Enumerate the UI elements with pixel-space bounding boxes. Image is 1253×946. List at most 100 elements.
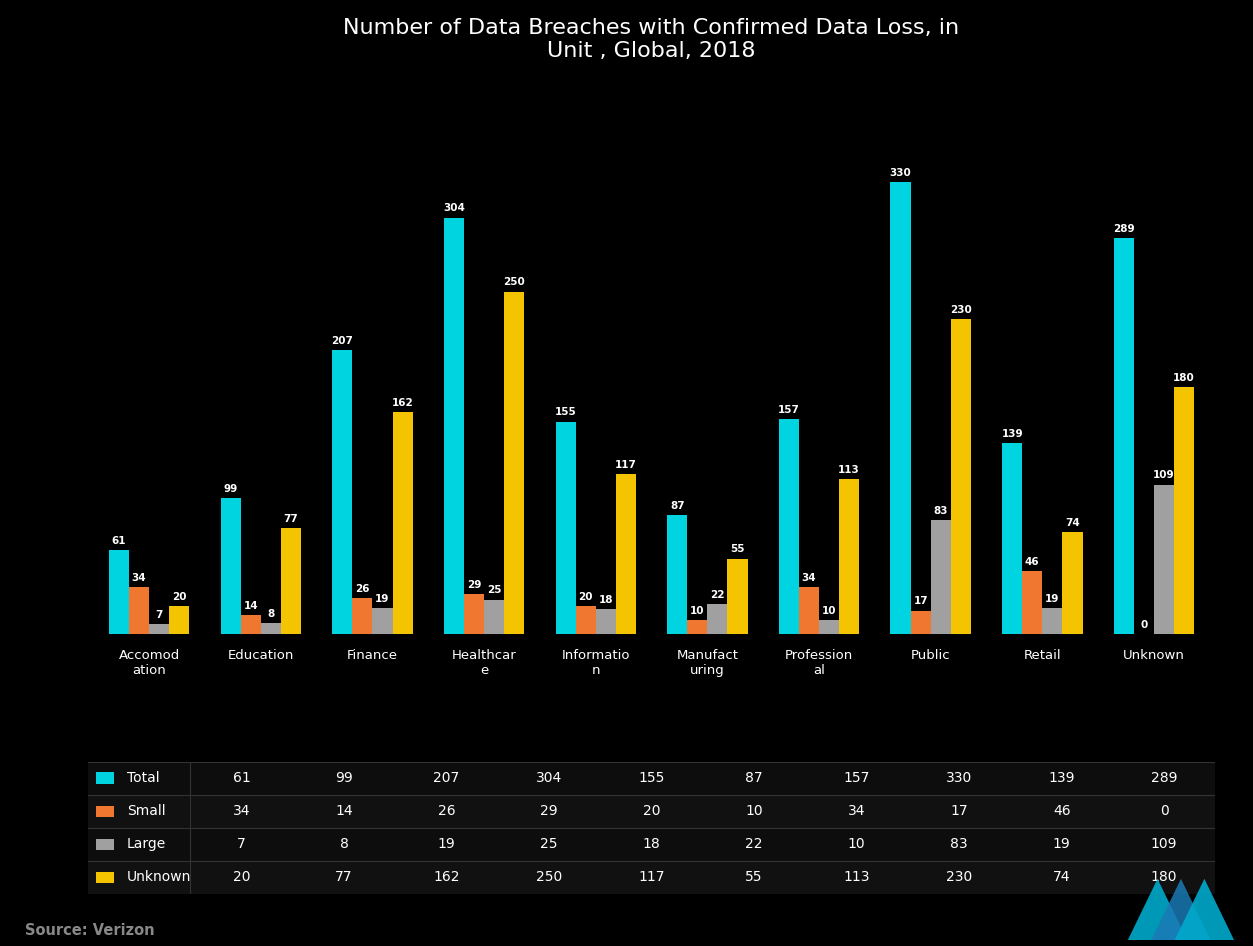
Bar	[1154, 484, 1174, 634]
Text: 34: 34	[132, 573, 147, 583]
Bar	[129, 587, 149, 634]
Bar	[504, 291, 524, 634]
Text: Unknown: Unknown	[1123, 649, 1185, 662]
Bar	[595, 609, 615, 634]
Text: 304: 304	[536, 771, 563, 785]
Bar	[779, 419, 799, 634]
Text: Informatio
n: Informatio n	[561, 649, 630, 677]
Text: 109: 109	[1152, 837, 1178, 851]
Bar	[261, 622, 281, 634]
Text: 7: 7	[237, 837, 246, 851]
Text: 34: 34	[802, 573, 816, 583]
Text: 29: 29	[467, 580, 481, 590]
Text: 162: 162	[392, 398, 413, 408]
Bar	[169, 606, 189, 634]
Bar	[840, 479, 860, 634]
Text: 19: 19	[437, 837, 455, 851]
Bar	[372, 608, 392, 634]
Text: Retail: Retail	[1024, 649, 1061, 662]
Text: Profession
al: Profession al	[784, 649, 853, 677]
Bar	[88, 762, 1215, 795]
Text: 77: 77	[336, 870, 353, 885]
Bar	[96, 839, 114, 850]
Text: 117: 117	[615, 460, 637, 469]
Text: 17: 17	[913, 596, 928, 606]
Text: 74: 74	[1065, 518, 1080, 529]
Text: 117: 117	[638, 870, 665, 885]
Text: 250: 250	[536, 870, 563, 885]
Bar	[464, 594, 484, 634]
Text: 29: 29	[540, 804, 558, 818]
Text: 25: 25	[487, 586, 501, 595]
Text: 18: 18	[643, 837, 660, 851]
Text: 139: 139	[1049, 771, 1075, 785]
Text: Small: Small	[127, 804, 165, 818]
Bar	[484, 600, 504, 634]
Bar	[1114, 238, 1134, 634]
Bar	[708, 604, 728, 634]
Text: Large: Large	[127, 837, 165, 851]
Text: Manufact
uring: Manufact uring	[677, 649, 738, 677]
Text: 7: 7	[155, 610, 163, 621]
Text: 77: 77	[283, 515, 298, 524]
Text: 14: 14	[336, 804, 353, 818]
Bar	[555, 422, 575, 634]
Bar	[911, 610, 931, 634]
Bar	[96, 872, 114, 884]
Text: 330: 330	[890, 167, 911, 178]
Text: 26: 26	[355, 584, 370, 594]
Text: 180: 180	[1152, 870, 1178, 885]
Bar	[1042, 608, 1063, 634]
Text: 61: 61	[112, 536, 127, 546]
Text: Unknown: Unknown	[127, 870, 190, 885]
Bar	[667, 515, 688, 634]
Text: 55: 55	[730, 544, 744, 554]
Text: 34: 34	[233, 804, 251, 818]
Bar	[1002, 444, 1022, 634]
Text: 19: 19	[376, 594, 390, 604]
Text: Finance: Finance	[347, 649, 398, 662]
Text: 162: 162	[434, 870, 460, 885]
Text: 157: 157	[778, 405, 799, 414]
Text: 10: 10	[822, 606, 836, 616]
Text: 22: 22	[746, 837, 763, 851]
Text: 26: 26	[437, 804, 455, 818]
Text: 113: 113	[843, 870, 870, 885]
Bar	[1063, 533, 1083, 634]
Bar	[149, 624, 169, 634]
Text: 99: 99	[335, 771, 353, 785]
Text: Source: Verizon: Source: Verizon	[25, 923, 154, 938]
Bar	[88, 828, 1215, 861]
Text: Healthcar
e: Healthcar e	[451, 649, 516, 677]
Text: 157: 157	[843, 771, 870, 785]
Text: 83: 83	[933, 506, 949, 517]
Text: 10: 10	[746, 804, 763, 818]
Bar	[392, 412, 412, 634]
Text: 155: 155	[555, 408, 576, 417]
Bar	[332, 350, 352, 634]
Bar	[575, 606, 595, 634]
Text: 330: 330	[946, 771, 972, 785]
Text: 25: 25	[540, 837, 558, 851]
Text: 55: 55	[746, 870, 763, 885]
Text: 46: 46	[1053, 804, 1070, 818]
Text: 207: 207	[331, 336, 353, 346]
Bar	[951, 319, 971, 634]
Text: 87: 87	[746, 771, 763, 785]
Text: 74: 74	[1053, 870, 1070, 885]
Bar	[444, 218, 464, 634]
Text: 20: 20	[643, 804, 660, 818]
Polygon shape	[1152, 879, 1210, 940]
Bar	[352, 598, 372, 634]
Text: 83: 83	[950, 837, 967, 851]
Bar	[281, 529, 301, 634]
Text: 19: 19	[1045, 594, 1060, 604]
Text: 18: 18	[599, 595, 613, 605]
Text: Number of Data Breaches with Confirmed Data Loss, in
Unit , Global, 2018: Number of Data Breaches with Confirmed D…	[343, 18, 960, 61]
Bar	[96, 806, 114, 817]
Bar	[221, 499, 241, 634]
Text: 0: 0	[1160, 804, 1169, 818]
Text: 230: 230	[946, 870, 972, 885]
Text: 289: 289	[1113, 224, 1135, 234]
Text: 99: 99	[223, 484, 238, 494]
